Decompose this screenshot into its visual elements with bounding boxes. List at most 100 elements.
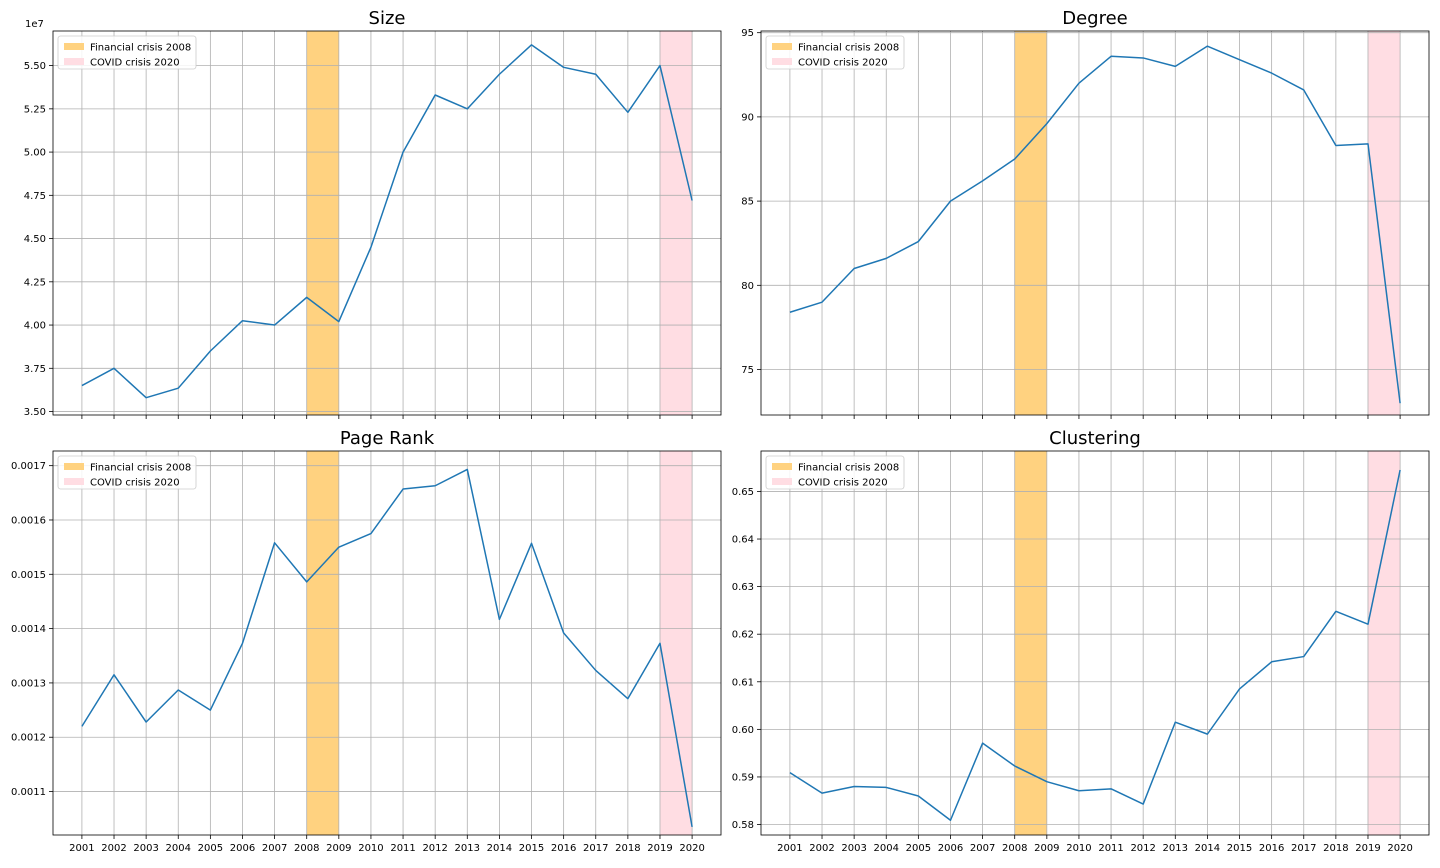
- x-tick-label: 2005: [198, 843, 223, 854]
- y-tick-label: 80: [741, 281, 754, 292]
- legend-label: COVID crisis 2020: [90, 478, 180, 489]
- y-tick-label: 0.65: [732, 487, 754, 498]
- x-tick-label: 2020: [1387, 843, 1412, 854]
- y-tick-label: 5.50: [24, 61, 46, 72]
- x-tick-label: 2006: [938, 843, 963, 854]
- x-tick-label: 2003: [133, 843, 158, 854]
- x-tick-label: 2006: [230, 843, 255, 854]
- y-tick-label: 0.0015: [11, 570, 46, 581]
- y-tick-label: 4.50: [24, 234, 46, 245]
- y-tick-label: 0.64: [732, 535, 754, 546]
- x-tick-label: 2013: [1163, 843, 1188, 854]
- y-tick-label: 5.00: [24, 148, 46, 159]
- y-offset-label: 1e7: [25, 19, 44, 30]
- y-tick-label: 75: [741, 365, 754, 376]
- x-tick-label: 2014: [1195, 843, 1220, 854]
- x-tick-label: 2005: [906, 843, 931, 854]
- legend-label: COVID crisis 2020: [90, 58, 180, 69]
- chart-title: Page Rank: [340, 428, 435, 449]
- x-tick-label: 2019: [1355, 843, 1380, 854]
- x-tick-label: 2019: [647, 843, 672, 854]
- y-tick-label: 4.75: [24, 191, 46, 202]
- x-tick-label: 2015: [1227, 843, 1252, 854]
- y-tick-label: 0.62: [732, 630, 754, 641]
- y-tick-label: 0.0014: [11, 624, 46, 635]
- x-tick-label: 2017: [583, 843, 608, 854]
- x-tick-label: 2016: [1259, 843, 1284, 854]
- chart-title: Degree: [1062, 8, 1128, 29]
- y-tick-label: 5.25: [24, 104, 46, 115]
- series-line: [790, 46, 1400, 403]
- x-tick-label: 2007: [970, 843, 995, 854]
- y-tick-label: 95: [741, 28, 754, 39]
- x-tick-label: 2004: [166, 843, 191, 854]
- x-tick-label: 2007: [262, 843, 287, 854]
- legend-label: Financial crisis 2008: [798, 463, 899, 474]
- y-tick-label: 90: [741, 112, 754, 123]
- legend-label: Financial crisis 2008: [90, 43, 191, 54]
- x-tick-label: 2015: [519, 843, 544, 854]
- x-tick-label: 2004: [874, 843, 899, 854]
- legend-label: COVID crisis 2020: [798, 58, 888, 69]
- chart-title: Clustering: [1049, 428, 1141, 449]
- legend-swatch-covid: [64, 58, 84, 65]
- x-tick-label: 2010: [358, 843, 383, 854]
- x-tick-label: 2014: [487, 843, 512, 854]
- x-tick-label: 2001: [69, 843, 94, 854]
- y-tick-label: 4.00: [24, 321, 46, 332]
- x-tick-label: 2010: [1066, 843, 1091, 854]
- legend-swatch-financial: [64, 463, 84, 470]
- financial-crisis-band: [1015, 451, 1047, 835]
- legend-swatch-covid: [772, 58, 792, 65]
- axes-frame: [761, 451, 1429, 835]
- axes-frame: [53, 31, 721, 415]
- legend-swatch-financial: [64, 43, 84, 50]
- series-line: [82, 469, 692, 826]
- x-tick-label: 2011: [390, 843, 415, 854]
- legend-label: Financial crisis 2008: [798, 43, 899, 54]
- financial-crisis-band: [1015, 31, 1047, 415]
- axes-frame: [53, 451, 721, 835]
- x-tick-label: 2008: [1002, 843, 1027, 854]
- y-tick-label: 85: [741, 197, 754, 208]
- x-tick-label: 2013: [455, 843, 480, 854]
- x-tick-label: 2016: [551, 843, 576, 854]
- x-tick-label: 2003: [841, 843, 866, 854]
- y-tick-label: 3.50: [24, 407, 46, 418]
- y-tick-label: 0.61: [732, 677, 754, 688]
- y-tick-label: 0.58: [732, 820, 754, 831]
- financial-crisis-band: [307, 451, 339, 835]
- subplot-degree: 75 80 85 90 95 Degree Financial crisis 2008 COV…: [741, 8, 1429, 419]
- legend-label: COVID crisis 2020: [798, 478, 888, 489]
- y-tick-label: 0.63: [732, 582, 754, 593]
- x-tick-label: 2002: [809, 843, 834, 854]
- covid-crisis-band: [1368, 31, 1400, 415]
- x-tick-label: 2017: [1291, 843, 1316, 854]
- y-tick-label: 0.0013: [11, 678, 46, 689]
- legend-swatch-financial: [772, 463, 792, 470]
- legend-swatch-covid: [772, 478, 792, 485]
- y-tick-label: 0.0016: [11, 515, 46, 526]
- legend: Financial crisis 2008 COVID crisis 2020: [766, 456, 904, 489]
- y-tick-label: 0.0017: [11, 461, 46, 472]
- y-tick-label: 3.75: [24, 364, 46, 375]
- axes-frame: [761, 31, 1429, 415]
- y-tick-label: 0.59: [732, 772, 754, 783]
- legend-label: Financial crisis 2008: [90, 463, 191, 474]
- x-tick-label: 2009: [1034, 843, 1059, 854]
- y-tick-label: 0.0012: [11, 733, 46, 744]
- x-tick-label: 2018: [1323, 843, 1348, 854]
- y-tick-label: 4.25: [24, 277, 46, 288]
- y-tick-label: 0.60: [732, 725, 754, 736]
- covid-crisis-band: [1368, 451, 1400, 835]
- x-tick-label: 2011: [1098, 843, 1123, 854]
- x-tick-label: 2018: [615, 843, 640, 854]
- x-tick-label: 2009: [326, 843, 351, 854]
- financial-crisis-band: [307, 31, 339, 415]
- legend: Financial crisis 2008 COVID crisis 2020: [58, 456, 196, 489]
